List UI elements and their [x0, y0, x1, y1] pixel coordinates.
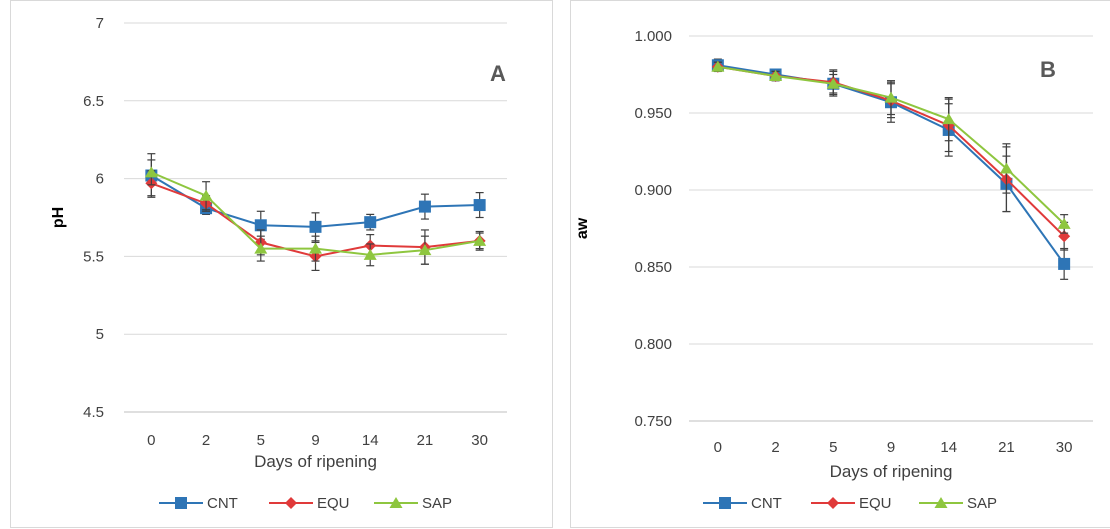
legend-label-b-sap: SAP — [967, 495, 997, 512]
data-point-a-cnt-6 — [473, 199, 486, 212]
data-point-b-sap-6 — [1057, 217, 1071, 229]
chart-a-svg: 4.5 5 5.5 6 6.5 7 0 2 5 9 14 21 30 Days of ripening pH… — [50, 15, 507, 512]
data-point-b-sap-4 — [942, 113, 956, 125]
data-point-a-cnt-4 — [364, 216, 377, 229]
data-point-b-cnt-6 — [1058, 257, 1071, 270]
xtick-label-b-1: 2 — [771, 439, 779, 456]
xtick-label-b-6: 30 — [1056, 439, 1073, 456]
ytick-label-a-0: 4.5 — [83, 404, 104, 421]
ytick-label-a-2: 5.5 — [83, 248, 104, 265]
legend-label-a-sap: SAP — [422, 495, 452, 512]
xtick-label-a-1: 2 — [202, 432, 210, 449]
legend-marker-b-cnt — [719, 497, 731, 509]
xtick-label-a-3: 9 — [311, 432, 319, 449]
legend-marker-b-sap — [934, 497, 948, 508]
series-a-sap — [144, 159, 487, 267]
series-b-sap — [711, 60, 1071, 234]
xtick-label-b-0: 0 — [714, 439, 722, 456]
data-point-a-cnt-2 — [254, 219, 267, 232]
xtick-label-a-2: 5 — [257, 432, 265, 449]
data-point-b-sap-1 — [769, 70, 783, 82]
xtick-label-a-5: 21 — [417, 432, 434, 449]
y-axis-title-b: aw — [574, 217, 591, 239]
data-point-b-sap-5 — [999, 162, 1013, 174]
data-point-a-sap-1 — [199, 189, 213, 201]
data-point-b-sap-3 — [884, 91, 898, 103]
legend-label-a-equ: EQU — [317, 495, 350, 512]
legend-marker-b-equ — [827, 497, 839, 509]
ytick-label-b-4: 0.950 — [634, 105, 672, 122]
legend-item-a-cnt: CNT — [159, 495, 238, 512]
data-point-a-sap-4 — [363, 248, 377, 260]
data-point-a-sap-6 — [473, 234, 487, 246]
legend-item-b-cnt: CNT — [703, 495, 782, 512]
data-point-b-sap-0 — [711, 60, 725, 72]
xtick-label-b-2: 5 — [829, 439, 837, 456]
chart-panel-b: 0.750 0.800 0.850 0.900 0.950 1.000 0 2 5 9 14 21 30… — [570, 0, 1110, 528]
ytick-label-a-4: 6.5 — [83, 93, 104, 110]
data-point-a-cnt-5 — [418, 200, 431, 213]
xtick-label-b-4: 14 — [940, 439, 957, 456]
xtick-label-b-3: 9 — [887, 439, 895, 456]
data-point-a-sap-5 — [418, 244, 432, 256]
ytick-label-a-1: 5 — [96, 326, 104, 343]
panel-letter-a: A — [490, 61, 506, 86]
ytick-label-a-5: 7 — [96, 15, 104, 32]
chart-panel-a: 4.5 5 5.5 6 6.5 7 0 2 5 9 14 21 30 Days of ripening pH… — [10, 0, 553, 528]
ytick-label-b-3: 0.900 — [634, 182, 672, 199]
x-axis-title-b: Days of ripening — [830, 462, 953, 481]
legend-item-a-equ: EQU — [269, 495, 350, 512]
ytick-label-a-3: 6 — [96, 171, 104, 188]
legend-item-b-sap: SAP — [919, 495, 997, 512]
xtick-label-a-0: 0 — [147, 432, 155, 449]
ytick-label-b-1: 0.800 — [634, 336, 672, 353]
data-point-a-sap-2 — [254, 242, 268, 254]
legend-item-b-equ: EQU — [811, 495, 892, 512]
panel-letter-b: B — [1040, 57, 1056, 82]
xtick-label-a-4: 14 — [362, 432, 379, 449]
legend-marker-a-sap — [389, 497, 403, 508]
legend-label-b-cnt: CNT — [751, 495, 782, 512]
y-axis-title-a: pH — [50, 207, 67, 228]
data-point-b-sap-2 — [826, 77, 840, 89]
ytick-label-b-5: 1.000 — [634, 28, 672, 45]
xtick-label-a-6: 30 — [471, 432, 488, 449]
legend-label-a-cnt: CNT — [207, 495, 238, 512]
xtick-label-b-5: 21 — [998, 439, 1015, 456]
data-point-a-sap-0 — [144, 166, 158, 178]
ytick-label-b-0: 0.750 — [634, 413, 672, 430]
chart-b-svg: 0.750 0.800 0.850 0.900 0.950 1.000 0 2 5 9 14 21 30… — [574, 28, 1093, 512]
legend-label-b-equ: EQU — [859, 495, 892, 512]
data-point-a-sap-3 — [309, 242, 322, 254]
x-axis-title-a: Days of ripening — [254, 452, 377, 471]
legend-marker-a-equ — [285, 497, 297, 509]
series-a-cnt — [145, 153, 486, 242]
data-point-a-cnt-3 — [309, 220, 322, 233]
legend-item-a-sap: SAP — [374, 495, 452, 512]
legend-marker-a-cnt — [175, 497, 187, 509]
ytick-label-b-2: 0.850 — [634, 259, 672, 276]
